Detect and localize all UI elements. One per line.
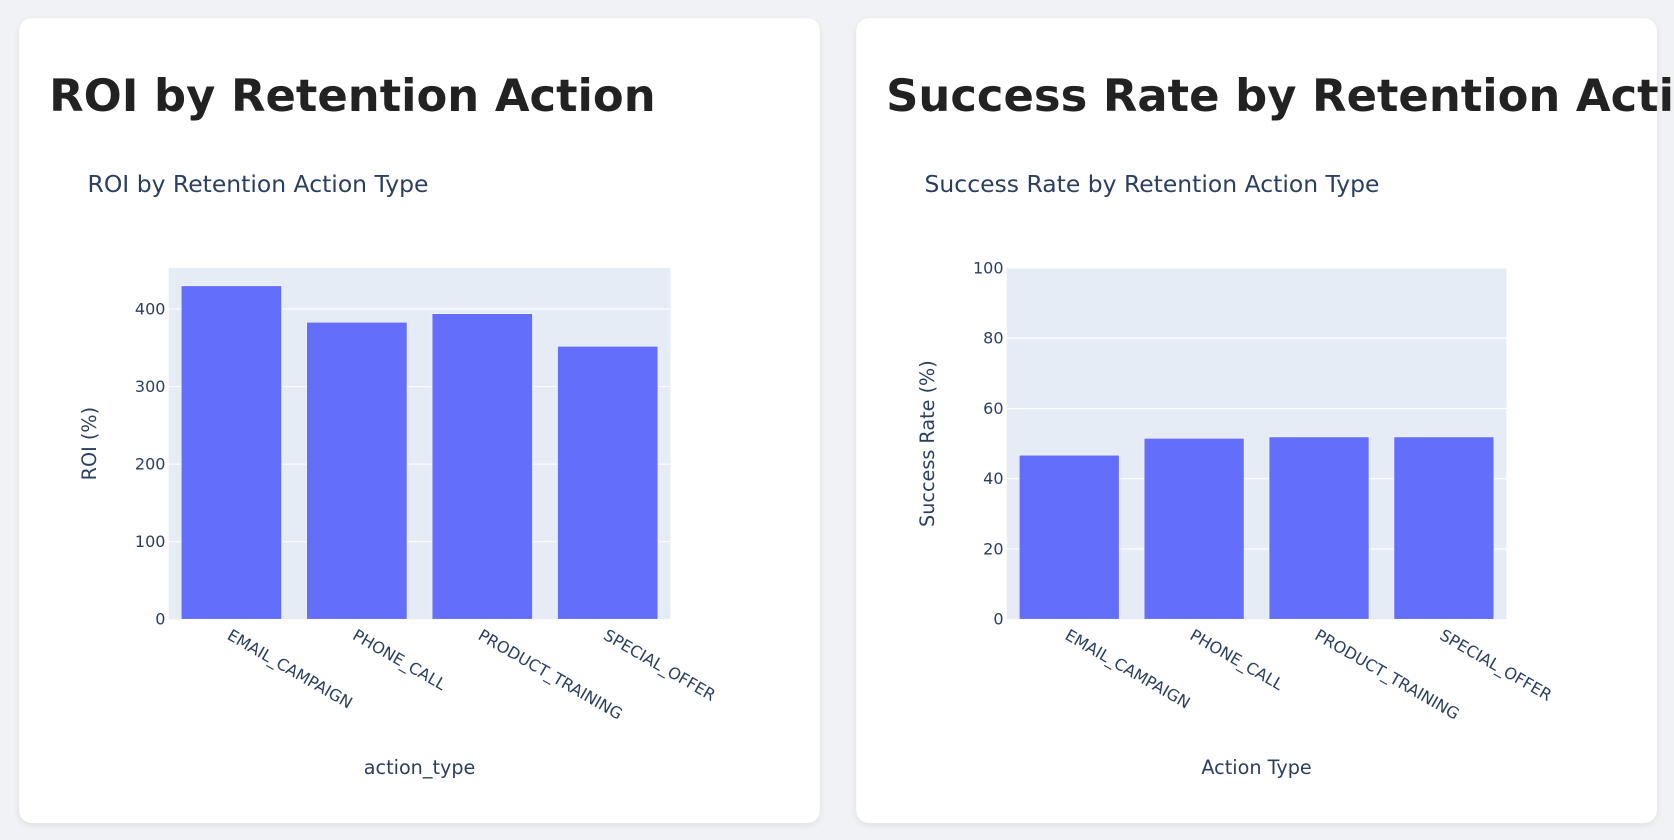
y-axis-title: Success Rate (%) [916, 360, 939, 527]
roi-card: ROI by Retention Action ROI by Retention… [19, 18, 820, 824]
y-axis-title: ROI (%) [78, 407, 101, 480]
x-tick-label: PHONE_CALL [1186, 625, 1286, 695]
y-tick-label: 0 [993, 610, 1003, 629]
y-tick-label: 0 [155, 610, 165, 629]
success-rate-card: Success Rate by Retention Action Success… [856, 18, 1674, 824]
roi-heading: ROI by Retention Action [49, 69, 656, 122]
bar [306, 321, 408, 620]
success-rate-chart: Success Rate by Retention Action Type 0 20… [916, 170, 1555, 779]
x-axis-title: Action Type [1201, 756, 1311, 779]
bar [431, 313, 533, 620]
chart-title: Success Rate by Retention Action Type [925, 170, 1380, 198]
bar [1393, 436, 1495, 620]
bar [1143, 438, 1245, 620]
bar [1018, 454, 1120, 620]
y-tick-label: 20 [983, 539, 1003, 558]
y-tick-label: 40 [983, 469, 1003, 488]
y-tick-label: 200 [135, 454, 166, 473]
y-tick-label: 100 [973, 258, 1004, 277]
roi-chart: ROI by Retention Action Type 0 100 200 300 40… [78, 170, 719, 779]
y-tick-label: 300 [135, 377, 166, 396]
bar [557, 346, 659, 620]
x-tick-label: EMAIL_CAMPAIGN [1061, 625, 1193, 713]
bar [1268, 436, 1370, 620]
x-axis-title: action_type [364, 756, 476, 779]
y-tick-label: 80 [983, 329, 1003, 348]
x-tick-label: PHONE_CALL [349, 625, 449, 695]
x-tick-label: SPECIAL_OFFER [1436, 625, 1555, 705]
x-tick-label: EMAIL_CAMPAIGN [224, 625, 356, 713]
bar [180, 285, 282, 620]
chart-title: ROI by Retention Action Type [88, 170, 429, 198]
y-tick-label: 400 [135, 299, 166, 318]
success-rate-heading: Success Rate by Retention Action [886, 69, 1674, 122]
y-tick-label: 60 [983, 399, 1003, 418]
y-tick-label: 100 [135, 532, 166, 551]
x-tick-label: SPECIAL_OFFER [600, 625, 719, 705]
